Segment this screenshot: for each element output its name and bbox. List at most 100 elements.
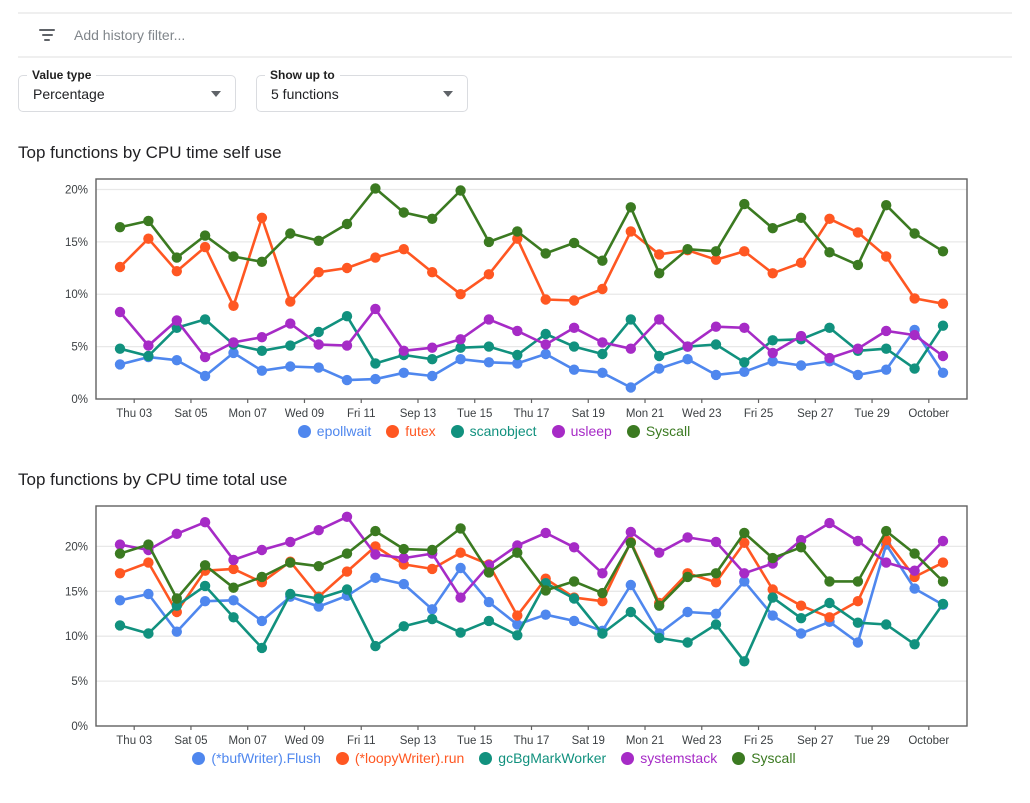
data-point[interactable]	[143, 350, 154, 362]
data-point[interactable]	[341, 566, 353, 577]
data-point[interactable]	[199, 596, 211, 607]
data-point[interactable]	[370, 549, 381, 560]
data-point[interactable]	[625, 202, 636, 213]
data-point[interactable]	[171, 315, 182, 326]
data-point[interactable]	[739, 537, 750, 548]
data-point[interactable]	[824, 322, 835, 333]
data-point[interactable]	[341, 262, 353, 274]
data-point[interactable]	[568, 542, 580, 553]
data-point[interactable]	[795, 257, 807, 268]
data-point[interactable]	[483, 236, 495, 248]
data-point[interactable]	[710, 577, 722, 588]
data-point[interactable]	[341, 311, 353, 322]
data-point[interactable]	[313, 525, 324, 536]
data-point[interactable]	[313, 593, 324, 604]
data-point[interactable]	[795, 330, 807, 342]
data-point[interactable]	[597, 255, 608, 266]
data-point[interactable]	[228, 337, 239, 348]
data-point[interactable]	[625, 526, 636, 538]
data-point[interactable]	[824, 612, 835, 623]
data-point[interactable]	[398, 578, 409, 590]
data-point[interactable]	[370, 525, 381, 537]
data-point[interactable]	[114, 359, 126, 370]
data-point[interactable]	[341, 340, 353, 351]
data-point[interactable]	[654, 600, 665, 611]
data-point[interactable]	[909, 565, 920, 576]
data-point[interactable]	[313, 601, 324, 612]
data-point[interactable]	[228, 582, 239, 593]
data-point[interactable]	[597, 367, 608, 378]
data-point[interactable]	[710, 321, 722, 332]
data-point[interactable]	[285, 340, 296, 351]
data-point[interactable]	[540, 527, 551, 539]
data-point[interactable]	[739, 198, 750, 210]
data-point[interactable]	[881, 325, 892, 337]
data-point[interactable]	[427, 213, 438, 224]
data-point[interactable]	[398, 207, 409, 218]
data-point[interactable]	[398, 552, 409, 564]
data-point[interactable]	[171, 593, 182, 604]
data-point[interactable]	[341, 584, 353, 595]
data-point[interactable]	[427, 342, 438, 353]
data-point[interactable]	[427, 354, 438, 365]
data-point[interactable]	[852, 259, 864, 271]
data-point[interactable]	[285, 228, 296, 239]
data-point[interactable]	[512, 547, 523, 558]
data-point[interactable]	[512, 540, 523, 551]
data-point[interactable]	[483, 596, 495, 608]
data-point[interactable]	[710, 568, 722, 579]
data-point[interactable]	[625, 226, 636, 237]
history-filter-input[interactable]	[74, 27, 1012, 43]
data-point[interactable]	[682, 606, 693, 618]
data-point[interactable]	[370, 358, 381, 369]
data-point[interactable]	[540, 328, 551, 340]
data-point[interactable]	[852, 535, 864, 547]
cpu-self-use-chart[interactable]: 0% 5% 10% 15% 20% Thu 03 Sat 05 Mon 07 Wed 09 Fri…	[18, 171, 970, 421]
data-point[interactable]	[285, 318, 296, 329]
data-point[interactable]	[597, 348, 608, 360]
data-point[interactable]	[881, 200, 892, 211]
data-point[interactable]	[767, 268, 778, 279]
data-point[interactable]	[341, 218, 353, 230]
data-point[interactable]	[852, 343, 864, 354]
data-point[interactable]	[228, 347, 239, 359]
data-point[interactable]	[199, 370, 211, 382]
data-point[interactable]	[540, 294, 551, 305]
data-point[interactable]	[824, 576, 835, 587]
data-point[interactable]	[483, 567, 495, 578]
data-point[interactable]	[114, 261, 126, 273]
data-point[interactable]	[881, 251, 892, 262]
data-point[interactable]	[398, 345, 409, 356]
data-point[interactable]	[143, 557, 154, 568]
data-point[interactable]	[710, 536, 722, 548]
data-point[interactable]	[341, 374, 353, 386]
data-point[interactable]	[739, 357, 750, 368]
data-point[interactable]	[171, 252, 182, 263]
data-point[interactable]	[597, 596, 608, 607]
data-point[interactable]	[795, 628, 807, 639]
data-point[interactable]	[568, 341, 580, 352]
data-point[interactable]	[937, 320, 949, 331]
data-point[interactable]	[143, 215, 154, 227]
data-point[interactable]	[625, 382, 636, 393]
data-point[interactable]	[228, 612, 239, 623]
data-point[interactable]	[568, 615, 580, 627]
data-point[interactable]	[739, 656, 750, 667]
data-point[interactable]	[881, 619, 892, 630]
data-point[interactable]	[937, 598, 949, 610]
data-point[interactable]	[597, 283, 608, 295]
data-point[interactable]	[285, 361, 296, 372]
data-point[interactable]	[881, 525, 892, 537]
data-point[interactable]	[114, 343, 126, 354]
data-point[interactable]	[256, 256, 268, 267]
data-point[interactable]	[654, 363, 665, 374]
data-point[interactable]	[455, 547, 466, 558]
data-point[interactable]	[767, 335, 778, 346]
data-point[interactable]	[739, 576, 750, 587]
data-point[interactable]	[739, 568, 750, 579]
data-point[interactable]	[455, 627, 466, 638]
data-point[interactable]	[341, 511, 353, 522]
data-point[interactable]	[937, 367, 949, 378]
data-point[interactable]	[228, 595, 239, 606]
data-point[interactable]	[739, 366, 750, 377]
